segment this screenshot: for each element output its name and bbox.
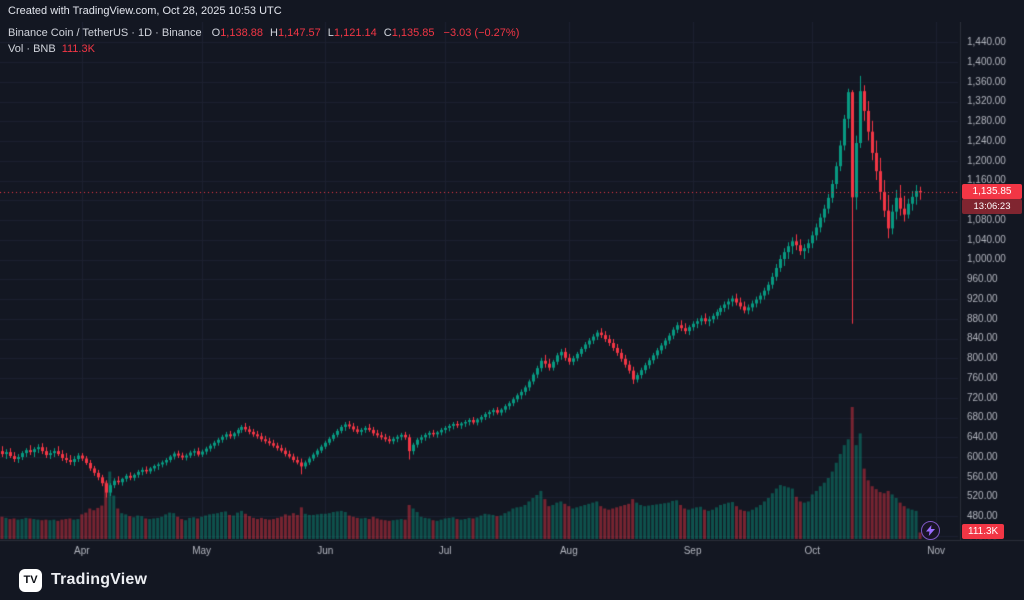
boost-button[interactable] — [921, 521, 940, 540]
current-price-badge: 1,135.85 — [962, 184, 1022, 200]
chart-area: Binance Coin / TetherUS · 1D · Binance O… — [0, 22, 1024, 560]
tradingview-logo-icon[interactable]: TV — [19, 568, 42, 592]
created-with-text: Created with TradingView.com, Oct 28, 20… — [8, 5, 282, 17]
bar-countdown-badge: 13:06:23 — [962, 199, 1022, 215]
current-volume-badge: 111.3K — [962, 524, 1005, 540]
tradingview-brand-text[interactable]: TradingView — [51, 571, 148, 588]
symbol-title[interactable]: Binance Coin / TetherUS · 1D · Binance — [8, 27, 202, 39]
snapshot-header: Created with TradingView.com, Oct 28, 20… — [0, 0, 1024, 22]
snapshot-footer: TV TradingView — [0, 560, 1024, 600]
price-chart-canvas[interactable] — [0, 22, 1024, 560]
lightning-icon — [926, 525, 935, 536]
